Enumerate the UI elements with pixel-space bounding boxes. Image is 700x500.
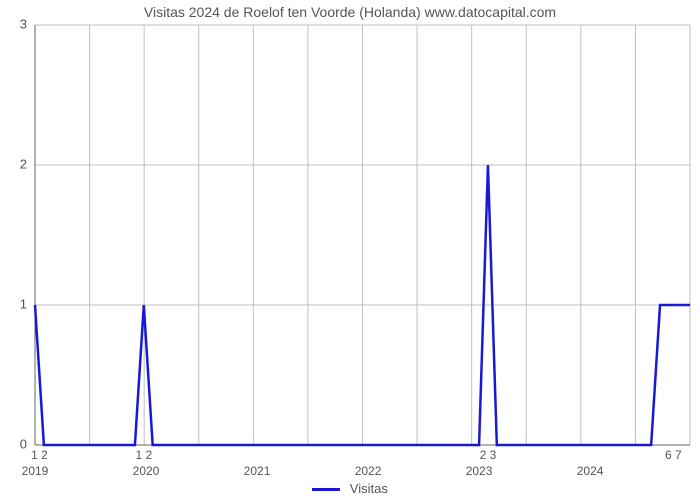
svg-text:2024: 2024 xyxy=(577,464,604,478)
svg-text:2022: 2022 xyxy=(355,464,382,478)
svg-text:1 2: 1 2 xyxy=(135,448,152,462)
legend-label: Visitas xyxy=(350,481,388,496)
chart-title: Visitas 2024 de Roelof ten Voorde (Holan… xyxy=(0,4,700,20)
svg-text:2019: 2019 xyxy=(22,464,49,478)
chart-container: Visitas 2024 de Roelof ten Voorde (Holan… xyxy=(0,0,700,500)
svg-text:2021: 2021 xyxy=(244,464,271,478)
svg-text:2: 2 xyxy=(20,156,27,171)
svg-text:0: 0 xyxy=(20,436,27,451)
chart-legend: Visitas xyxy=(0,481,700,496)
svg-text:6 7: 6 7 xyxy=(665,448,682,462)
svg-text:1: 1 xyxy=(20,296,27,311)
svg-text:2020: 2020 xyxy=(133,464,160,478)
svg-text:1 2: 1 2 xyxy=(31,448,48,462)
svg-text:2023: 2023 xyxy=(466,464,493,478)
svg-text:2 3: 2 3 xyxy=(480,448,497,462)
legend-swatch xyxy=(312,488,340,491)
chart-svg: 01232019202020212022202320241 21 22 36 7 xyxy=(0,0,700,480)
